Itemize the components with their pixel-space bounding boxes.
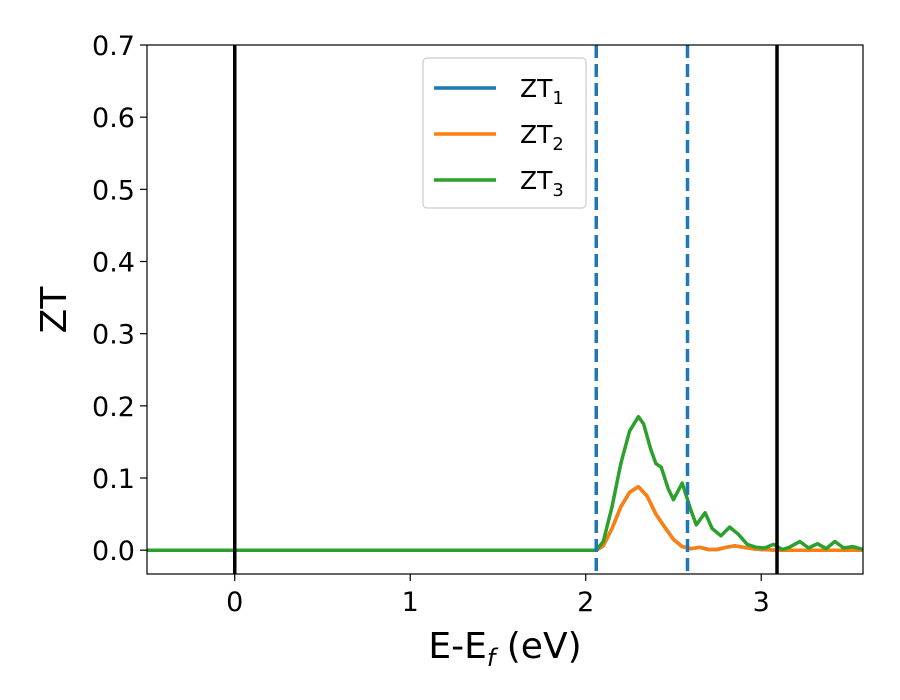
x-tick-label: 0 (226, 587, 243, 618)
legend-box (422, 57, 587, 209)
y-tick-label: 0.0 (92, 536, 135, 567)
y-tick-label: 0.4 (92, 248, 135, 279)
plot-area (147, 45, 863, 574)
x-tick-label: 3 (753, 587, 770, 618)
legend-label-3: ZT3 (520, 166, 564, 201)
y-tick-label: 0.3 (92, 320, 135, 351)
legend: ZT1 ZT2 ZT3 (422, 57, 587, 209)
y-tick-label: 0.7 (92, 31, 135, 62)
x-tick-label: 2 (577, 587, 594, 618)
y-tick-label: 0.5 (92, 175, 135, 206)
x-tick-label: 1 (402, 587, 419, 618)
x-axis-label: E-Ef (eV) (428, 626, 581, 672)
y-tick-label: 0.2 (92, 392, 135, 423)
series-line-2 (147, 484, 863, 552)
y-axis-label: ZT (34, 286, 75, 334)
y-tick-label: 0.6 (92, 103, 135, 134)
plot-frame (146, 44, 864, 575)
legend-label-1: ZT1 (520, 74, 564, 109)
axes: 0 1 2 3 0.0 0.1 0.2 0.3 0.4 0.5 0.6 0.7 (92, 31, 864, 618)
legend-label-2: ZT2 (520, 120, 564, 155)
series-line-1 (147, 484, 863, 552)
series-line-3 (147, 414, 863, 552)
y-tick-label: 0.1 (92, 464, 135, 495)
